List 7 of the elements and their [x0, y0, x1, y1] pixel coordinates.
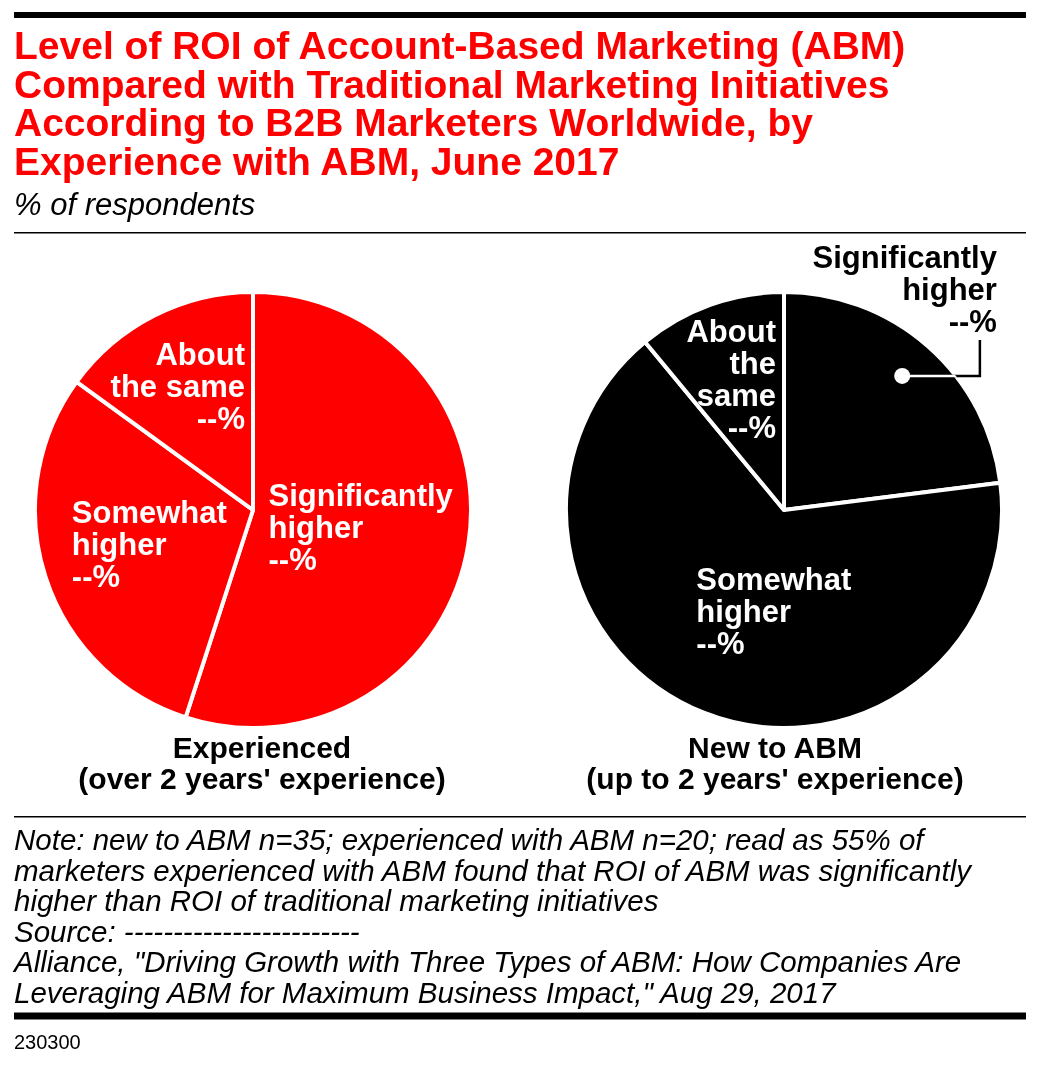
- text: New to ABM (up to 2 years' experience): [586, 731, 964, 795]
- chart-subtitle: % of respondents: [14, 186, 256, 222]
- text: Alliance, "Driving Growth with Three Types of ABM: How Companies Are Leveraging ABM for Maximum Business Impact," Aug 29, 2017: [12, 945, 962, 1009]
- text: Experienced (over 2 years' experience): [78, 731, 446, 795]
- text: Note: new to ABM n=35; experienced with ABM n=20; read as 55% of marketers experienced with ABM found that ROI of ABM was significantly higher than ROI of traditional marketing initiatives: [14, 823, 974, 917]
- chart-title: Level of ROI of Account-Based Marketing (ABM) Compared with Traditional Marketing Initiatives According to B2B Marketers Worldwide, by Experience with ABM, June 2017: [14, 24, 906, 183]
- text: 230300: [14, 1030, 81, 1053]
